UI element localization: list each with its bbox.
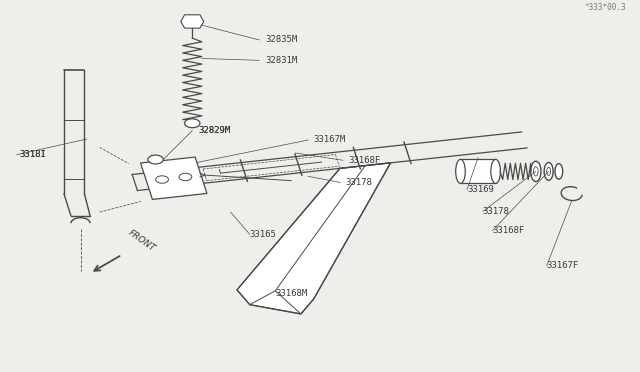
Ellipse shape — [456, 159, 465, 183]
Ellipse shape — [544, 163, 553, 180]
Text: 32829M: 32829M — [198, 126, 231, 135]
Text: 33167F: 33167F — [547, 261, 579, 270]
Circle shape — [148, 155, 163, 164]
Text: 33178: 33178 — [483, 207, 509, 216]
Ellipse shape — [531, 161, 541, 182]
Ellipse shape — [534, 167, 538, 176]
Polygon shape — [237, 163, 390, 314]
Text: 33167M: 33167M — [314, 135, 346, 144]
Text: 33168F: 33168F — [349, 156, 381, 165]
Ellipse shape — [547, 167, 550, 176]
Text: 33168M: 33168M — [275, 289, 308, 298]
Text: 3318I: 3318I — [20, 150, 47, 159]
Circle shape — [156, 176, 168, 183]
Ellipse shape — [555, 164, 563, 179]
Text: 32829M: 32829M — [198, 126, 231, 135]
Circle shape — [179, 173, 192, 181]
Text: 33169: 33169 — [467, 185, 493, 195]
Text: ^333*00.3: ^333*00.3 — [585, 3, 627, 12]
Polygon shape — [141, 157, 207, 199]
Circle shape — [184, 119, 200, 128]
Text: 3318I: 3318I — [20, 150, 47, 159]
Text: FRONT: FRONT — [127, 228, 157, 253]
Polygon shape — [180, 15, 204, 28]
Text: 33165: 33165 — [250, 230, 276, 239]
Text: 33178: 33178 — [346, 178, 372, 187]
Text: 33168F: 33168F — [492, 226, 525, 235]
Bar — [461, 159, 495, 183]
Text: 32835M: 32835M — [266, 35, 298, 45]
Ellipse shape — [491, 159, 500, 183]
Text: 32831M: 32831M — [266, 56, 298, 65]
